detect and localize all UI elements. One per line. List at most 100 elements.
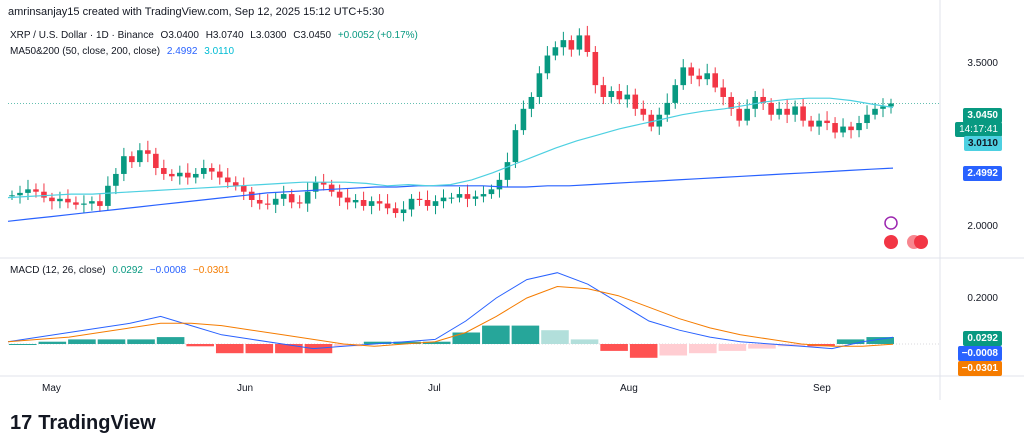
candle-body bbox=[161, 168, 167, 174]
macd-histogram-bar bbox=[452, 332, 481, 344]
open-value: O3.0400 bbox=[160, 30, 199, 41]
ma-fast-tag: 3.0110 bbox=[963, 136, 1002, 151]
candle-body bbox=[888, 103, 894, 107]
macd-histogram-bar bbox=[570, 339, 599, 344]
candle-body bbox=[392, 208, 399, 214]
candle-body bbox=[512, 130, 519, 163]
candle-body bbox=[864, 114, 870, 124]
candle-body bbox=[576, 35, 583, 50]
candle-body bbox=[704, 73, 711, 80]
candle-body bbox=[496, 179, 503, 190]
candle-body bbox=[632, 94, 639, 109]
price-axis-label: 2.0000 bbox=[967, 221, 998, 232]
candle-body bbox=[17, 192, 23, 196]
candle-body bbox=[624, 94, 631, 100]
macd-histogram-bar bbox=[245, 344, 274, 354]
candle-body bbox=[776, 108, 782, 115]
candle-body bbox=[584, 35, 591, 52]
macd-histogram-bar bbox=[748, 344, 776, 349]
macd-histogram-bar bbox=[68, 339, 96, 344]
macd-legend: MACD (12, 26, close) 0.0292 −0.0008 −0.0… bbox=[10, 265, 229, 276]
macd-histogram-bar bbox=[186, 344, 214, 347]
us-flag-icon bbox=[907, 235, 921, 249]
tradingview-logo[interactable]: 17 TradingView bbox=[10, 412, 156, 435]
candle-body bbox=[33, 189, 39, 192]
ma-slow-value: 2.4992 bbox=[166, 46, 198, 57]
candle-body bbox=[113, 173, 119, 186]
candle-body bbox=[344, 197, 351, 203]
candle-body bbox=[185, 172, 191, 178]
candle-body bbox=[608, 91, 615, 97]
macd-histogram-bar bbox=[156, 337, 185, 344]
candle-body bbox=[504, 162, 511, 180]
candle-body bbox=[464, 194, 471, 199]
macd-axis-label: 0.2000 bbox=[967, 293, 998, 304]
ma-slow-tag: 2.4992 bbox=[963, 166, 1002, 181]
macd-histogram-bar bbox=[689, 344, 717, 354]
candle-body bbox=[528, 96, 535, 109]
us-flag-icon bbox=[884, 235, 898, 249]
candle-body bbox=[81, 203, 87, 205]
candle-body bbox=[304, 191, 311, 204]
candle-body bbox=[560, 40, 567, 48]
event-flash-icon bbox=[884, 216, 898, 230]
candle-body bbox=[288, 194, 295, 203]
candle-body bbox=[472, 196, 479, 199]
candle-body bbox=[121, 156, 127, 174]
candle-body bbox=[25, 189, 31, 193]
candle-body bbox=[137, 150, 143, 163]
macd-value: 0.0292 bbox=[112, 265, 143, 276]
candle-body bbox=[784, 108, 790, 115]
macd-histogram-bar bbox=[334, 344, 362, 347]
candle-body bbox=[248, 191, 255, 200]
macd-histogram-bar bbox=[659, 344, 688, 356]
macd-histogram-bar bbox=[600, 344, 628, 351]
candle-body bbox=[145, 150, 151, 154]
candle-body bbox=[129, 156, 135, 163]
candle-body bbox=[272, 198, 279, 205]
candle-body bbox=[520, 108, 527, 131]
candle-body bbox=[552, 47, 559, 56]
countdown-tag: 14:17:41 bbox=[955, 122, 1002, 137]
candle-body bbox=[105, 185, 111, 206]
macd-histogram-bar bbox=[127, 339, 155, 344]
candle-body bbox=[712, 73, 718, 88]
signal-tag: −0.0008 bbox=[957, 346, 1002, 361]
candle-body bbox=[336, 191, 343, 198]
candle-body bbox=[416, 198, 423, 200]
candle-body bbox=[57, 198, 63, 202]
candle-body bbox=[320, 182, 327, 185]
macd-histogram-bar bbox=[215, 344, 244, 354]
hist-value: −0.0301 bbox=[192, 265, 230, 276]
candle-body bbox=[376, 201, 383, 204]
candle-body bbox=[544, 55, 551, 74]
candle-body bbox=[296, 202, 303, 204]
candle-body bbox=[536, 73, 543, 97]
candle-body bbox=[592, 51, 599, 86]
candle-body bbox=[264, 203, 271, 205]
candle-body bbox=[680, 67, 687, 86]
candle-body bbox=[177, 172, 183, 177]
macd-histogram-bar bbox=[393, 341, 421, 344]
candle-body bbox=[368, 201, 375, 206]
candle-body bbox=[744, 108, 750, 121]
candle-body bbox=[224, 177, 231, 183]
ma-title: MA50&200 (50, close, 200, close) bbox=[10, 46, 161, 57]
candle-body bbox=[280, 194, 287, 199]
candle-body bbox=[832, 123, 838, 133]
candle-body bbox=[480, 194, 487, 197]
macd-histogram-bar bbox=[629, 344, 658, 358]
candle-body bbox=[568, 40, 575, 50]
macd-histogram-bar bbox=[9, 344, 37, 345]
candle-body bbox=[400, 209, 407, 214]
candle-body bbox=[456, 194, 463, 198]
candle-body bbox=[856, 123, 862, 131]
candle-body bbox=[816, 120, 822, 127]
candle-body bbox=[424, 200, 431, 206]
candle-body bbox=[432, 201, 439, 206]
candle-body bbox=[200, 168, 207, 174]
candle-body bbox=[616, 91, 623, 100]
symbol-legend: XRP / U.S. Dollar · 1D · Binance O3.0400… bbox=[10, 30, 418, 41]
month-label: Aug bbox=[620, 383, 638, 394]
